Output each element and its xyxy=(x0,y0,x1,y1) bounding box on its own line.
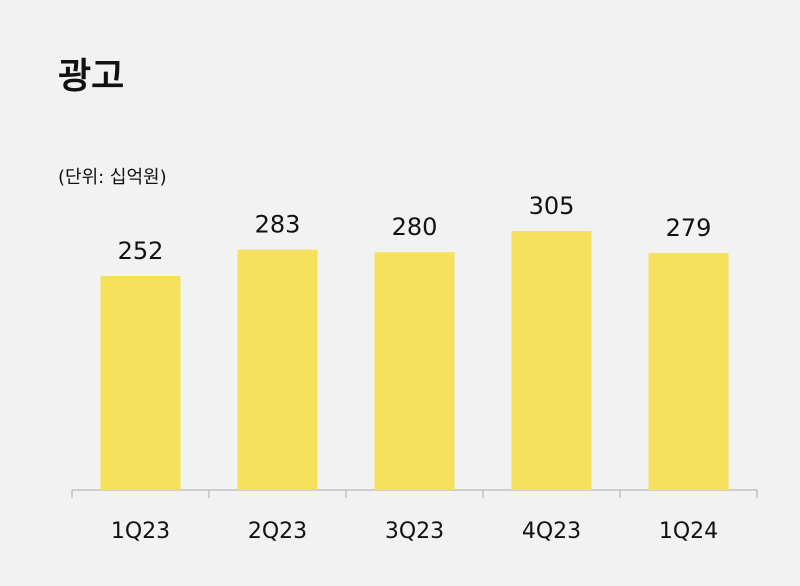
value-label: 280 xyxy=(392,213,438,241)
x-tick-label: 4Q23 xyxy=(522,519,581,544)
chart-subtitle: (단위: 십억원) xyxy=(58,167,167,188)
x-tick-label: 1Q24 xyxy=(659,519,718,544)
x-tick-label: 1Q23 xyxy=(111,519,170,544)
chart-title: 광고 xyxy=(58,56,124,97)
bar xyxy=(237,249,318,490)
x-tick-label: 3Q23 xyxy=(385,519,444,544)
value-label: 279 xyxy=(666,214,712,242)
bar xyxy=(648,253,729,490)
value-label: 252 xyxy=(118,237,164,265)
bar xyxy=(374,252,455,490)
bar xyxy=(100,276,181,490)
value-label: 305 xyxy=(529,192,575,220)
bar xyxy=(511,231,592,490)
value-label: 283 xyxy=(255,211,301,239)
x-tick-label: 2Q23 xyxy=(248,519,307,544)
